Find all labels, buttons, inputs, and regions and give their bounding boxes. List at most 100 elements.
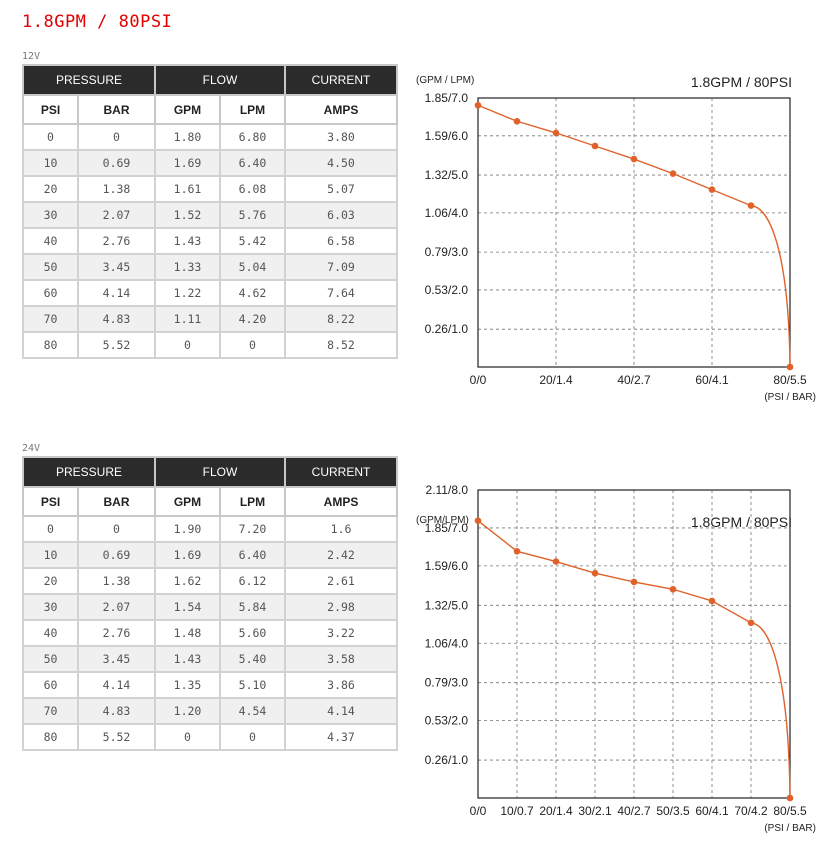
table-row: 50 3.45 1.43 5.40 3.58	[22, 645, 399, 673]
cell-amps: 2.42	[284, 541, 399, 569]
cell-amps: 4.50	[284, 149, 399, 177]
cell-gpm: 1.22	[154, 279, 221, 307]
table-row: 30 2.07 1.54 5.84 2.98	[22, 593, 399, 621]
x-tick-label: 60/4.1	[695, 373, 729, 387]
x-tick-label: 0/0	[470, 373, 487, 387]
data-point	[513, 117, 521, 125]
data-point	[786, 794, 794, 802]
cell-psi: 70	[22, 697, 79, 725]
cell-lpm: 7.20	[218, 515, 287, 543]
column-header-psi: PSI	[22, 486, 79, 517]
cell-psi: 30	[22, 201, 79, 229]
cell-gpm: 0	[154, 331, 221, 359]
cell-gpm: 1.11	[154, 305, 221, 333]
cell-psi: 60	[22, 279, 79, 307]
x-tick-label: 70/4.2	[734, 804, 768, 818]
y-tick-label: 1.85/7.0	[425, 521, 469, 535]
table-row: 60 4.14 1.35 5.10 3.86	[22, 671, 399, 699]
cell-amps: 6.58	[284, 227, 399, 255]
data-point	[747, 202, 755, 209]
cell-lpm: 0	[218, 723, 287, 751]
cell-lpm: 5.04	[218, 253, 287, 281]
chart-title: 1.8GPM / 80PSI	[691, 74, 792, 90]
cell-amps: 4.14	[284, 697, 399, 725]
column-header-bar: BAR	[77, 94, 156, 125]
cell-gpm: 1.69	[154, 541, 221, 569]
x-axis-label: (PSI / BAR)	[764, 823, 816, 834]
data-point	[591, 142, 599, 150]
group-header-current: CURRENT	[284, 456, 399, 488]
cell-lpm: 4.20	[218, 305, 287, 333]
cell-gpm: 1.62	[154, 567, 221, 595]
y-tick-label: 1.59/6.0	[425, 559, 469, 573]
y-axis-label: (GPM / LPM)	[416, 75, 474, 86]
cell-psi: 40	[22, 619, 79, 647]
cell-psi: 80	[22, 723, 79, 751]
cell-amps: 7.09	[284, 253, 399, 281]
x-tick-label: 60/4.1	[695, 804, 729, 818]
group-header-pressure: PRESSURE	[22, 64, 156, 96]
cell-gpm: 1.43	[154, 645, 221, 673]
cell-lpm: 5.76	[218, 201, 287, 229]
voltage-label: 12V	[22, 51, 41, 62]
cell-amps: 8.22	[284, 305, 399, 333]
data-point	[708, 597, 716, 605]
cell-psi: 20	[22, 175, 79, 203]
column-header-bar: BAR	[77, 486, 156, 517]
column-header-amps: AMPS	[284, 94, 399, 125]
cell-bar: 1.38	[77, 567, 156, 595]
x-tick-label: 10/0.7	[500, 804, 534, 818]
table-row: 70 4.83 1.11 4.20 8.22	[22, 305, 399, 333]
cell-psi: 60	[22, 671, 79, 699]
y-axis-label: (GPM/LPM)	[416, 515, 469, 526]
cell-psi: 10	[22, 541, 79, 569]
cell-amps: 8.52	[284, 331, 399, 359]
table-row: 10 0.69 1.69 6.40 4.50	[22, 149, 399, 177]
cell-bar: 4.14	[77, 671, 156, 699]
cell-bar: 0.69	[77, 541, 156, 569]
plot-frame	[477, 489, 791, 799]
y-tick-label: 0.53/2.0	[425, 283, 469, 297]
table-row: 30 2.07 1.52 5.76 6.03	[22, 201, 399, 229]
column-header-gpm: GPM	[154, 94, 221, 125]
y-tick-label: 1.32/5.0	[425, 598, 469, 612]
x-tick-label: 80/5.5	[773, 373, 807, 387]
table-row: 80 5.52 0 0 4.37	[22, 723, 399, 751]
page-title: 1.8GPM / 80PSI	[22, 12, 173, 32]
data-point	[669, 585, 677, 593]
x-tick-label: 30/2.1	[578, 804, 612, 818]
cell-psi: 70	[22, 305, 79, 333]
data-point	[552, 129, 560, 137]
cell-lpm: 4.54	[218, 697, 287, 725]
cell-bar: 3.45	[77, 253, 156, 281]
chart-title: 1.8GPM / 80PSI	[691, 514, 792, 530]
y-tick-label: 1.32/5.0	[425, 168, 469, 182]
table-row: 0 0 1.90 7.20 1.6	[22, 515, 399, 543]
cell-psi: 0	[22, 515, 79, 543]
spec-table-12v: PRESSURE FLOW CURRENT PSI BAR GPM LPM AM…	[22, 64, 399, 359]
data-point	[747, 619, 755, 627]
cell-gpm: 1.80	[154, 123, 221, 151]
cell-psi: 20	[22, 567, 79, 595]
cell-amps: 5.07	[284, 175, 399, 203]
cell-gpm: 1.35	[154, 671, 221, 699]
cell-bar: 2.07	[77, 593, 156, 621]
table-row: 40 2.76 1.48 5.60 3.22	[22, 619, 399, 647]
group-header-current: CURRENT	[284, 64, 399, 96]
data-point	[591, 569, 599, 577]
cell-amps: 7.64	[284, 279, 399, 307]
cell-bar: 0	[77, 515, 156, 543]
cell-bar: 2.76	[77, 619, 156, 647]
x-tick-label: 20/1.4	[539, 804, 573, 818]
table-row: 20 1.38 1.61 6.08 5.07	[22, 175, 399, 203]
cell-gpm: 0	[154, 723, 221, 751]
cell-psi: 80	[22, 331, 79, 359]
cell-bar: 2.76	[77, 227, 156, 255]
cell-gpm: 1.90	[154, 515, 221, 543]
cell-bar: 2.07	[77, 201, 156, 229]
cell-amps: 3.80	[284, 123, 399, 151]
cell-lpm: 6.40	[218, 541, 287, 569]
table-row: 50 3.45 1.33 5.04 7.09	[22, 253, 399, 281]
cell-bar: 4.83	[77, 305, 156, 333]
